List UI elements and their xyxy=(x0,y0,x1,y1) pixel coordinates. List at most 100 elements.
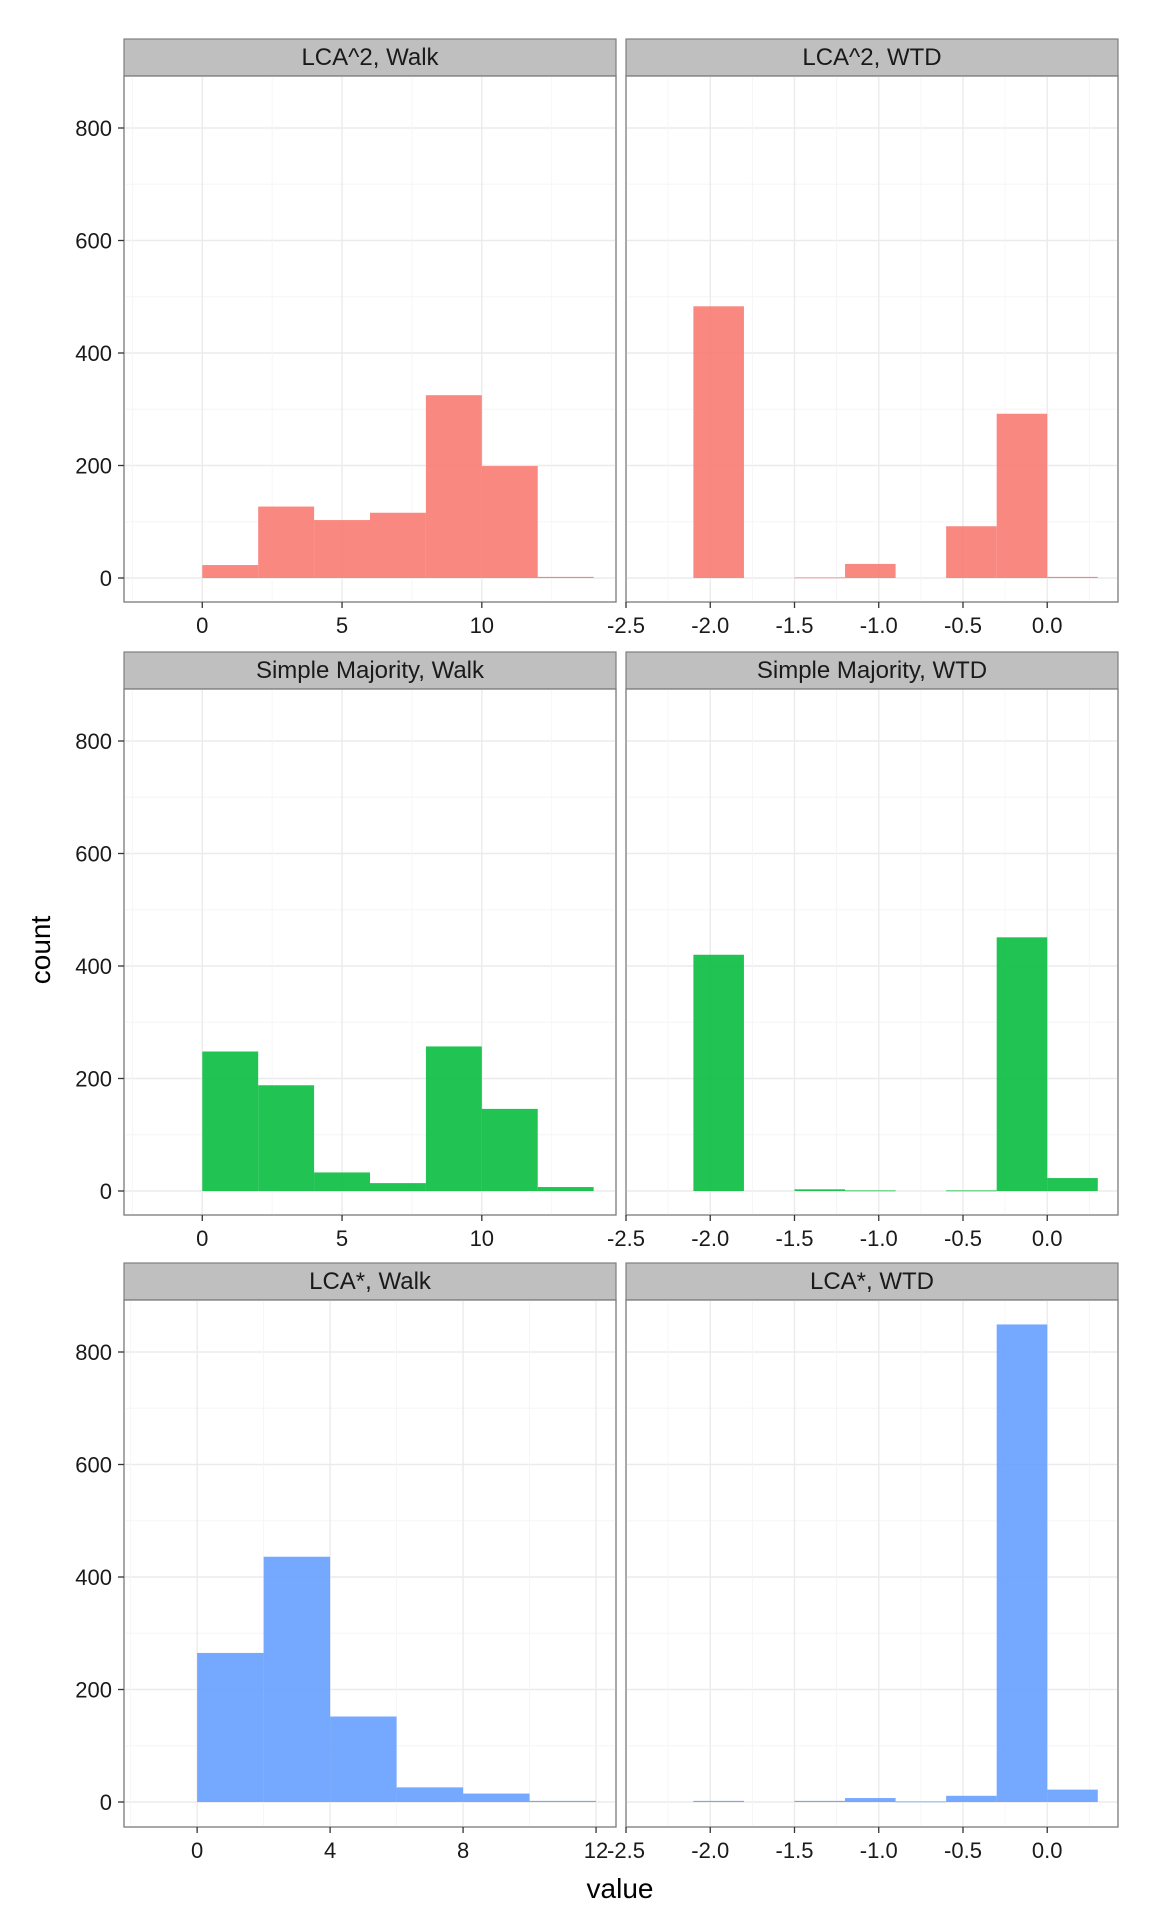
histogram-bar xyxy=(794,1189,846,1191)
facet-strip xyxy=(625,651,1119,690)
panel-border xyxy=(625,75,1119,603)
x-tick-label: 5 xyxy=(336,1226,348,1251)
facet-panel: LCA^2, WTD -2.5 -2.0 -1.5 -1.0 -0.5 0.0 xyxy=(607,38,1119,638)
histogram-bar xyxy=(1047,1789,1098,1802)
histogram-bar xyxy=(258,506,315,578)
y-tick-label: 0 xyxy=(100,1179,112,1204)
y-tick-label: 0 xyxy=(100,1790,112,1815)
x-axis-title: value xyxy=(587,1873,654,1904)
histogram-bar xyxy=(481,466,538,578)
histogram-bar xyxy=(197,1652,264,1802)
histogram-bar xyxy=(481,1108,538,1191)
y-tick-label: 0 xyxy=(100,566,112,591)
x-tick-label: -1.0 xyxy=(860,1838,898,1863)
panel-border xyxy=(625,688,1119,1216)
panel-border xyxy=(625,1299,1119,1828)
y-tick-label: 600 xyxy=(75,229,112,254)
histogram-bar xyxy=(794,1800,846,1802)
histogram-bar xyxy=(845,1190,896,1192)
histogram-bar xyxy=(425,395,482,578)
x-tick-label: 4 xyxy=(324,1838,336,1863)
y-tick-label: 400 xyxy=(75,1565,112,1590)
histogram-bar xyxy=(895,1801,947,1803)
y-tick-label: 800 xyxy=(75,116,112,141)
histogram-bar xyxy=(1047,1178,1098,1191)
panel-border xyxy=(123,1299,617,1828)
facet-panel: LCA*, Walk 0 200 400 600 800 0 4 8 12 xyxy=(75,1262,617,1863)
panel-border xyxy=(123,688,617,1216)
x-tick-label: -2.0 xyxy=(691,613,729,638)
x-tick-label: 8 xyxy=(457,1838,469,1863)
facet-title: LCA*, Walk xyxy=(309,1268,432,1295)
histogram-bar xyxy=(537,1187,594,1191)
histogram-bar xyxy=(996,1324,1048,1802)
x-tick-label: 0 xyxy=(196,613,208,638)
histogram-bar xyxy=(693,306,744,578)
x-tick-label: -2.5 xyxy=(607,1226,645,1251)
x-tick-label: 0 xyxy=(191,1838,203,1863)
y-tick-label: 200 xyxy=(75,454,112,479)
facet-panel: LCA*, WTD -2.5 -2.0 -1.5 -1.0 -0.5 0.0 xyxy=(607,1262,1119,1863)
x-tick-label: -2.5 xyxy=(607,613,645,638)
x-tick-label: -2.0 xyxy=(691,1226,729,1251)
facet-title: LCA^2, Walk xyxy=(301,44,439,71)
histogram-bar xyxy=(996,937,1048,1191)
panel-background xyxy=(123,688,617,1216)
histogram-bar xyxy=(946,526,997,578)
x-tick-label: -1.5 xyxy=(776,1838,814,1863)
x-tick-label: 5 xyxy=(336,613,348,638)
histogram-bar xyxy=(202,565,259,578)
y-tick-label: 200 xyxy=(75,1678,112,1703)
facet-strip xyxy=(123,38,617,77)
histogram-bar xyxy=(537,576,594,578)
y-axis-title: count xyxy=(25,916,56,985)
y-tick-label: 400 xyxy=(75,954,112,979)
x-tick-label: -1.0 xyxy=(860,1226,898,1251)
histogram-bar xyxy=(996,413,1048,578)
histogram-bar xyxy=(330,1716,397,1802)
histogram-bar xyxy=(693,1800,744,1802)
histogram-bar xyxy=(845,563,896,578)
histogram-bar xyxy=(314,520,370,578)
histogram-bar xyxy=(258,1085,315,1191)
histogram-bar xyxy=(314,1172,370,1191)
histogram-bar xyxy=(463,1793,530,1802)
histogram-bar xyxy=(202,1051,259,1191)
facet-title: LCA^2, WTD xyxy=(802,44,941,71)
histogram-bar xyxy=(794,577,846,579)
y-tick-label: 200 xyxy=(75,1067,112,1092)
histogram-bar xyxy=(370,512,426,578)
facet-panel: Simple Majority, WTD -2.5 -2.0 -1.5 -1.0 -0.5… xyxy=(607,651,1119,1251)
histogram-bar xyxy=(1047,576,1098,578)
x-tick-label: -0.5 xyxy=(944,1226,982,1251)
histogram-bar xyxy=(693,954,744,1191)
histogram-bar xyxy=(946,1795,997,1802)
histogram-bar xyxy=(370,1183,426,1191)
x-tick-label: -0.5 xyxy=(944,1838,982,1863)
histogram-bar xyxy=(845,1798,896,1802)
panel-border xyxy=(123,75,617,603)
histogram-bar xyxy=(529,1800,597,1802)
x-tick-label: -2.5 xyxy=(607,1838,645,1863)
x-tick-label: -0.5 xyxy=(944,613,982,638)
facet-panel: Simple Majority, Walk 0 200 400 600 800 0 5 10 xyxy=(75,651,617,1251)
facet-strip xyxy=(625,38,1119,77)
x-tick-label: -2.0 xyxy=(691,1838,729,1863)
x-tick-label: -1.5 xyxy=(776,613,814,638)
x-tick-label: -1.5 xyxy=(776,1226,814,1251)
y-tick-label: 800 xyxy=(75,1340,112,1365)
facet-panel: LCA^2, Walk 0 200 400 600 800 0 5 10 xyxy=(75,38,617,638)
x-tick-label: 10 xyxy=(470,1226,494,1251)
x-tick-label: 12 xyxy=(584,1838,608,1863)
histogram-bar xyxy=(396,1787,464,1802)
facet-title: Simple Majority, Walk xyxy=(256,657,485,684)
histogram-bar xyxy=(946,1190,997,1192)
facet-title: Simple Majority, WTD xyxy=(757,657,987,684)
x-tick-label: 0.0 xyxy=(1032,613,1063,638)
x-tick-label: -1.0 xyxy=(860,613,898,638)
histogram-bar xyxy=(425,1046,482,1191)
y-tick-label: 600 xyxy=(75,1453,112,1478)
y-tick-label: 800 xyxy=(75,729,112,754)
